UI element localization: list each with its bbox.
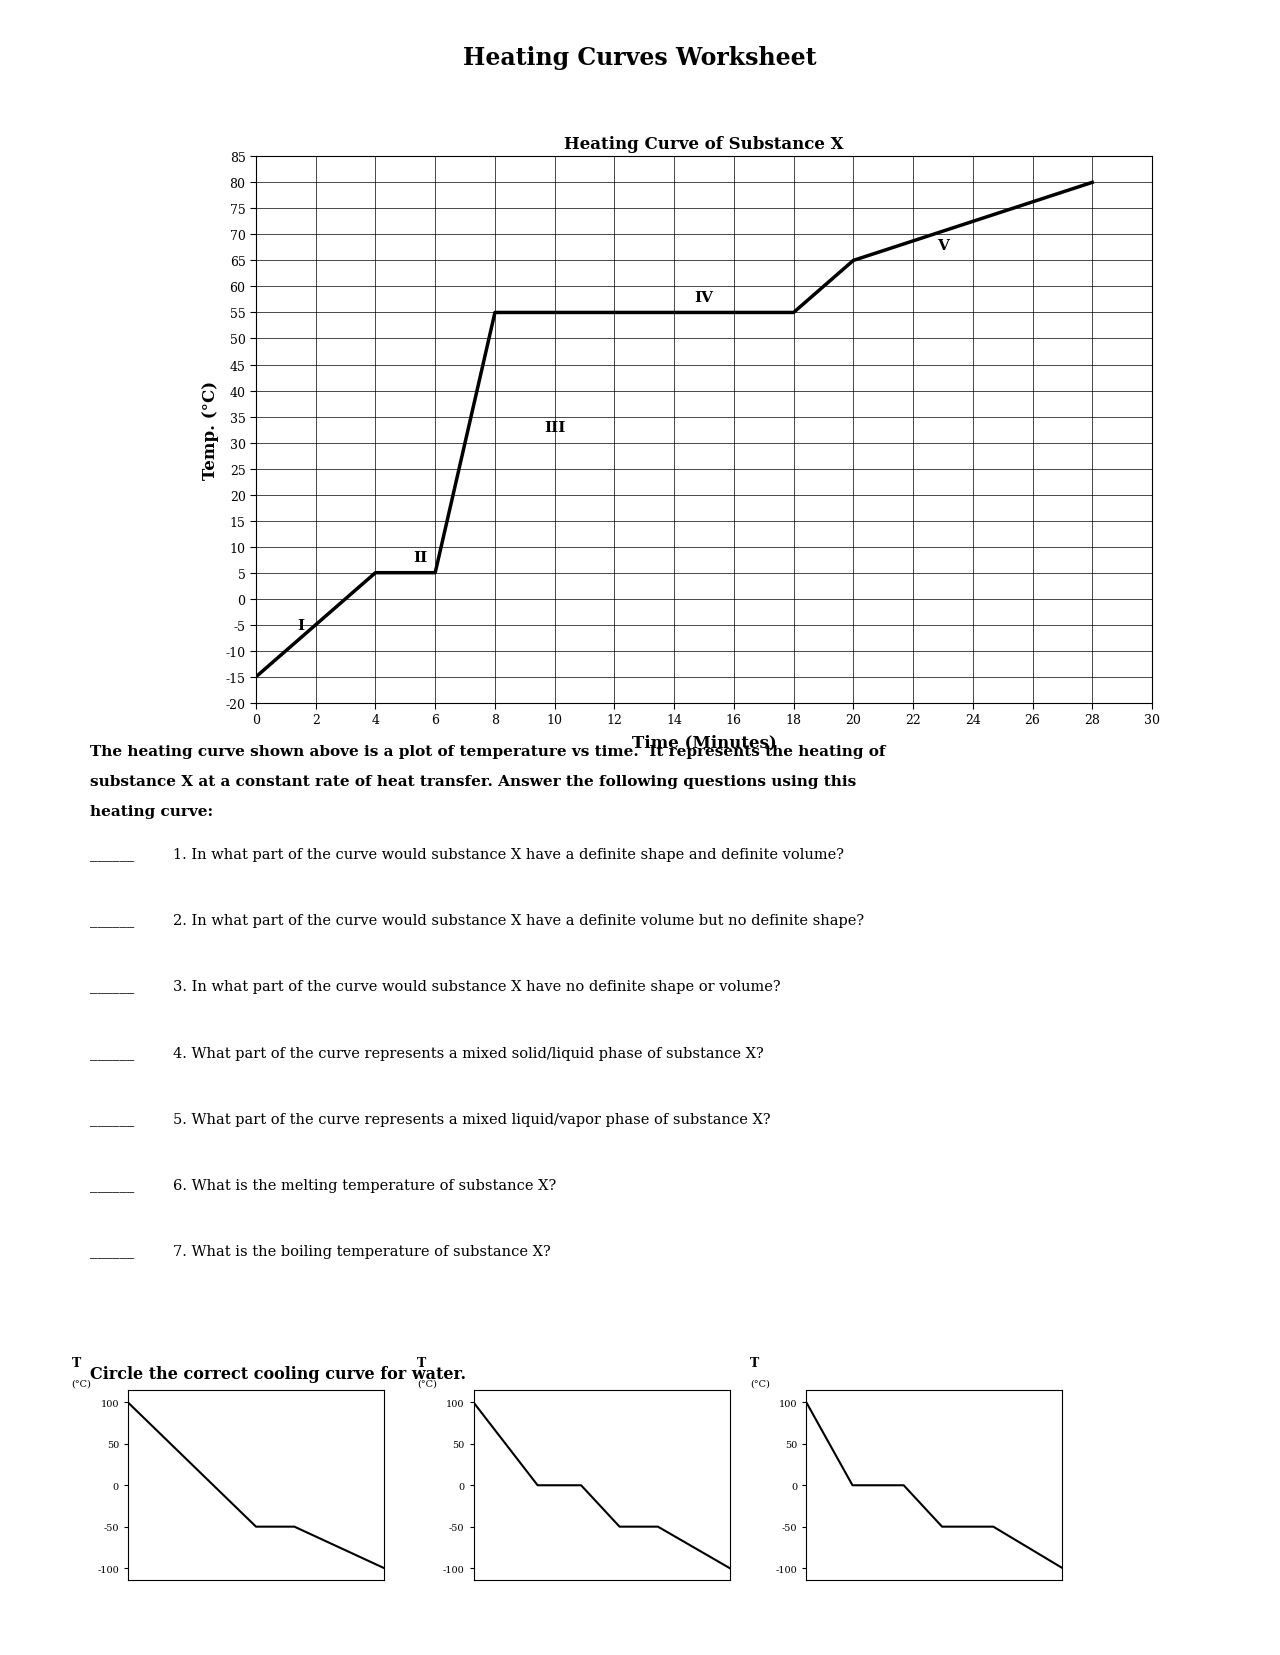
- Text: II: II: [413, 551, 428, 564]
- Text: 1. In what part of the curve would substance X have a definite shape and definit: 1. In what part of the curve would subst…: [173, 847, 844, 861]
- Text: The heating curve shown above is a plot of temperature vs time.  It represents t: The heating curve shown above is a plot …: [90, 745, 884, 758]
- Title: Heating Curve of Substance X: Heating Curve of Substance X: [564, 136, 844, 152]
- Text: ______: ______: [90, 847, 134, 861]
- Text: ______: ______: [90, 1178, 134, 1192]
- Text: Heating Curves Worksheet: Heating Curves Worksheet: [463, 46, 817, 70]
- Text: 4. What part of the curve represents a mixed solid/liquid phase of substance X?: 4. What part of the curve represents a m…: [173, 1046, 764, 1059]
- Text: 5. What part of the curve represents a mixed liquid/vapor phase of substance X?: 5. What part of the curve represents a m…: [173, 1112, 771, 1125]
- Text: Circle the correct cooling curve for water.: Circle the correct cooling curve for wat…: [90, 1365, 466, 1382]
- Text: ______: ______: [90, 914, 134, 927]
- Text: IV: IV: [695, 291, 713, 305]
- Text: ______: ______: [90, 1046, 134, 1059]
- Text: ______: ______: [90, 1245, 134, 1258]
- Text: (°C): (°C): [750, 1379, 771, 1389]
- Text: (°C): (°C): [72, 1379, 92, 1389]
- X-axis label: Time (Minutes): Time (Minutes): [631, 733, 777, 751]
- Text: (°C): (°C): [417, 1379, 438, 1389]
- Text: heating curve:: heating curve:: [90, 804, 212, 818]
- Text: ______: ______: [90, 1112, 134, 1125]
- Text: ______: ______: [90, 980, 134, 993]
- Text: 2. In what part of the curve would substance X have a definite volume but no def: 2. In what part of the curve would subst…: [173, 914, 864, 927]
- Text: 6. What is the melting temperature of substance X?: 6. What is the melting temperature of su…: [173, 1178, 556, 1192]
- Y-axis label: Temp. (°C): Temp. (°C): [201, 381, 219, 480]
- Text: V: V: [937, 238, 948, 253]
- Text: III: III: [544, 420, 566, 435]
- Text: T: T: [72, 1355, 81, 1369]
- Text: I: I: [297, 619, 305, 632]
- Text: T: T: [417, 1355, 426, 1369]
- Text: 7. What is the boiling temperature of substance X?: 7. What is the boiling temperature of su…: [173, 1245, 550, 1258]
- Text: T: T: [750, 1355, 759, 1369]
- Text: 3. In what part of the curve would substance X have no definite shape or volume?: 3. In what part of the curve would subst…: [173, 980, 781, 993]
- Text: substance X at a constant rate of heat transfer. Answer the following questions : substance X at a constant rate of heat t…: [90, 775, 856, 788]
